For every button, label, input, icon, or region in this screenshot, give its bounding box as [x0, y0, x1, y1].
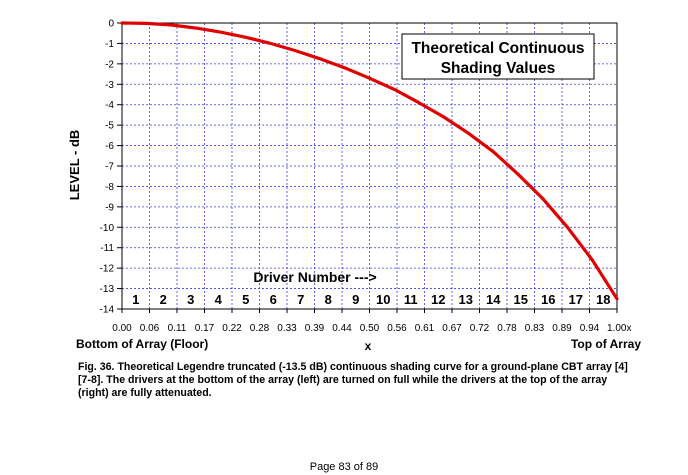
- driver-number-label: 5: [242, 292, 249, 307]
- driver-number-label: 18: [596, 292, 610, 307]
- driver-number-label: 8: [325, 292, 332, 307]
- driver-number-label: 10: [376, 292, 390, 307]
- y-tick-label: -8: [105, 182, 114, 193]
- x-tick-label: 0.83: [525, 323, 545, 334]
- x-axis-label: x: [365, 339, 372, 353]
- x-tick-label: 0.67: [442, 323, 462, 334]
- x-tick-label: 0.44: [332, 323, 352, 334]
- driver-number-label: 2: [160, 292, 167, 307]
- driver-number-label: 6: [270, 292, 277, 307]
- y-tick-label: -6: [105, 141, 114, 152]
- x-tick-label: 0.78: [497, 323, 517, 334]
- x-tick-label: 0.11: [168, 323, 187, 334]
- y-axis-ticks: 0 -1 -2 -3 -4 -5 -6 -7 -8 -9 -10 -11 -12 -13 -14: [100, 19, 122, 316]
- driver-number-label: 14: [486, 292, 501, 307]
- x-left-label: Bottom of Array (Floor): [76, 337, 208, 351]
- driver-number-label: 16: [541, 292, 555, 307]
- y-axis-label: LEVEL - dB: [67, 130, 82, 201]
- y-tick-label: -9: [105, 202, 114, 213]
- y-tick-label: -1: [105, 39, 114, 50]
- page-number: Page 83 of 89: [309, 461, 379, 473]
- y-tick-label: -11: [100, 243, 114, 254]
- x-tick-label: 0.33: [277, 323, 297, 334]
- y-tick-label: -7: [105, 162, 114, 173]
- x-tick-label: 0.72: [470, 323, 490, 334]
- x-right-label: Top of Array: [571, 337, 641, 351]
- x-axis-ticks: 0.00 0.06 0.11 0.17 0.22 0.28 0.33 0.39 0.44 0.50…: [112, 309, 631, 334]
- driver-number-label: 1: [132, 292, 139, 307]
- series-layer: [120, 21, 619, 301]
- x-tick-label: 0.94: [580, 323, 600, 334]
- x-tick-label: 0.28: [250, 323, 270, 334]
- x-tick-label: 0.22: [222, 323, 242, 334]
- x-tick-label: 0.06: [140, 323, 160, 334]
- x-tick-label: 0.89: [552, 323, 572, 334]
- x-tick-label: 1.00x: [607, 323, 631, 334]
- x-tick-label: 0.56: [387, 323, 407, 334]
- shading-curve: [120, 21, 619, 301]
- chart-title-box: Theoretical Continuous Shading Values: [401, 33, 595, 80]
- x-tick-label: 0.00: [112, 323, 132, 334]
- driver-number-label: 11: [404, 292, 418, 307]
- driver-number-label: 7: [297, 292, 304, 307]
- chart-title-line-2: Shading Values: [441, 60, 556, 77]
- y-tick-label: -13: [100, 284, 115, 295]
- chart-title-line-1: Theoretical Continuous: [411, 40, 584, 57]
- driver-number-label: 4: [215, 292, 223, 307]
- figure-caption: Fig. 36. Theoretical Legendre truncated …: [78, 361, 628, 399]
- driver-number-label: 3: [187, 292, 194, 307]
- y-tick-label: -4: [105, 100, 114, 111]
- driver-number-label: 17: [569, 292, 583, 307]
- x-tick-label: 0.39: [305, 323, 325, 334]
- driver-number-label: 15: [514, 292, 528, 307]
- y-tick-label: -14: [100, 305, 115, 316]
- driver-number-label: 12: [431, 292, 445, 307]
- driver-numbers: 1 2 3 4 5 6 7 8 9 10 11 12 13 14 15 16 17 18: [132, 292, 610, 307]
- y-tick-label: -12: [100, 264, 115, 275]
- y-tick-label: 0: [108, 19, 114, 30]
- y-tick-label: -10: [100, 223, 115, 234]
- driver-number-label: 13: [459, 292, 473, 307]
- driver-number-label: 9: [352, 292, 359, 307]
- y-tick-label: -5: [105, 121, 114, 132]
- x-tick-label: 0.61: [415, 323, 435, 334]
- x-tick-label: 0.17: [195, 323, 215, 334]
- x-tick-label: 0.50: [360, 323, 380, 334]
- driver-axis-label: Driver Number --->: [253, 269, 376, 285]
- shading-chart: 0-1-2-3-4-5-6-7-8-9-10-11-12-13-14 0.00 0…: [67, 19, 641, 354]
- y-tick-label: -3: [105, 80, 114, 91]
- y-tick-label: -2: [105, 59, 114, 70]
